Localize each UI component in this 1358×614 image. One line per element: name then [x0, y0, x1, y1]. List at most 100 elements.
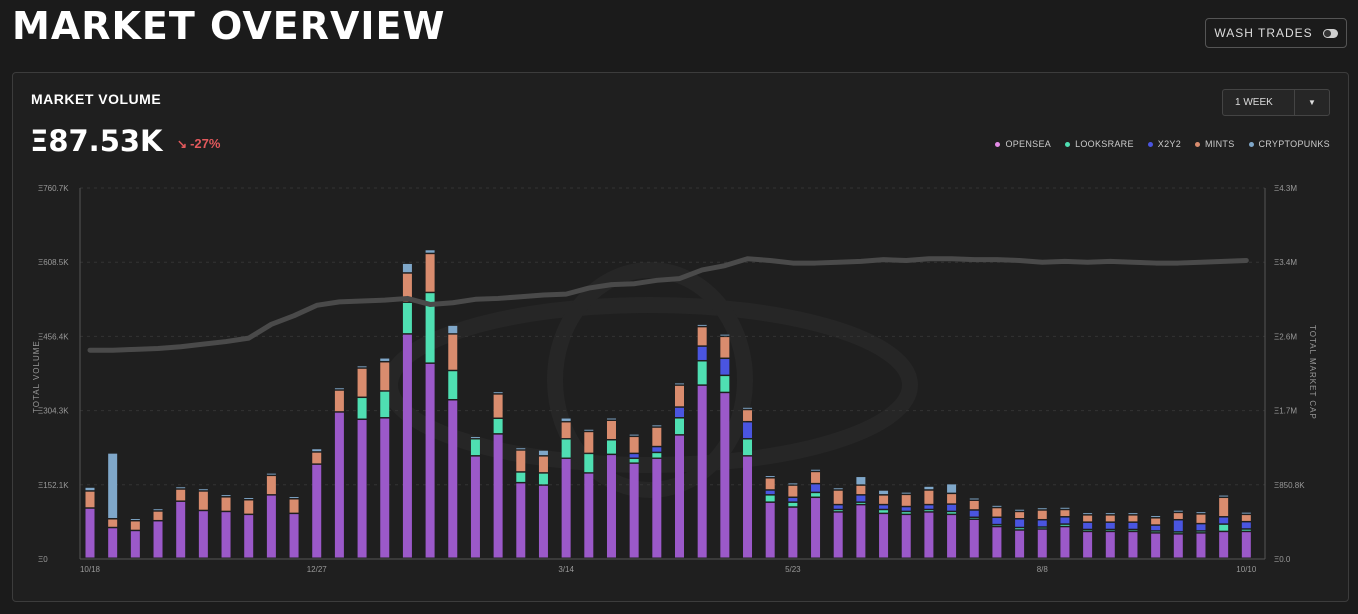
bar-segment-opensea	[334, 412, 344, 558]
bar-segment-looksrare	[493, 419, 503, 434]
bar-segment-opensea	[1015, 530, 1025, 558]
legend-item-x2y2[interactable]: X2Y2	[1147, 139, 1181, 149]
bar-segment-opensea	[266, 495, 276, 558]
y-tick-label: Ξ608.5K	[38, 258, 69, 267]
bar-segment-mints	[856, 485, 866, 495]
bar-segment-cryptopunks	[765, 476, 775, 478]
bar-segment-opensea	[1060, 527, 1070, 558]
bar-segment-mints	[1105, 515, 1115, 522]
bar-segment-opensea	[697, 385, 707, 558]
chevron-down-icon[interactable]: ▼	[1294, 90, 1329, 115]
bar-segment-cryptopunks	[425, 250, 435, 253]
bar-segment-looksrare	[720, 376, 730, 392]
bar-segment-mints	[108, 519, 118, 527]
legend-item-opensea[interactable]: OPENSEA	[995, 139, 1051, 149]
bar-segment-x2y2	[969, 510, 979, 517]
bar-segment-mints	[788, 485, 798, 497]
bar-segment-opensea	[811, 498, 821, 558]
bar-segment-looksrare	[879, 510, 889, 513]
bar-segment-mints	[743, 410, 753, 421]
bar-segment-cryptopunks	[629, 434, 639, 436]
bar-segment-looksrare	[1241, 529, 1251, 531]
bar-segment-cryptopunks	[924, 486, 934, 490]
bar-segment-looksrare	[425, 293, 435, 363]
time-range-select[interactable]: 1 WEEK ▼	[1222, 89, 1330, 116]
wash-trades-toggle[interactable]: WASH TRADES	[1205, 18, 1347, 48]
bar-segment-cryptopunks	[1083, 513, 1093, 515]
bar-segment-mints	[697, 327, 707, 346]
x-tick-label: 5/23	[785, 565, 801, 574]
bar-segment-cryptopunks	[584, 429, 594, 431]
bar-segment-cryptopunks	[811, 469, 821, 471]
bar-segment-cryptopunks	[652, 425, 662, 427]
bar-segment-cryptopunks	[833, 488, 843, 490]
bar-segment-mints	[312, 452, 322, 464]
bar-segment-looksrare	[652, 453, 662, 458]
bar-segment-x2y2	[743, 422, 753, 439]
y-tick-label: Ξ760.7K	[38, 184, 69, 193]
trend-down-icon: ↘	[177, 137, 188, 151]
bar-segment-looksrare	[470, 439, 480, 456]
bar-segment-mints	[380, 362, 390, 391]
bar-segment-opensea	[743, 456, 753, 558]
bar-segment-mints	[969, 500, 979, 510]
bar-segment-opensea	[720, 393, 730, 558]
bar-segment-mints	[879, 495, 889, 504]
bar-segment-mints	[1219, 498, 1229, 517]
bar-segment-opensea	[584, 473, 594, 558]
bar-segment-looksrare	[833, 510, 843, 512]
bar-segment-mints	[244, 500, 254, 514]
toggle-switch-icon[interactable]	[1322, 28, 1338, 38]
legend-item-cryptopunks[interactable]: CRYPTOPUNKS	[1248, 139, 1331, 149]
legend-label: OPENSEA	[1005, 139, 1052, 149]
bar-segment-opensea	[402, 334, 412, 558]
bar-segment-x2y2	[1196, 524, 1206, 531]
bar-segment-cryptopunks	[947, 484, 957, 493]
legend-item-looksrare[interactable]: LOOKSRARE	[1065, 139, 1134, 149]
bar-segment-mints	[1083, 515, 1093, 522]
bar-segment-cryptopunks	[470, 437, 480, 439]
bar-segment-cryptopunks	[561, 418, 571, 421]
bar-segment-mints	[448, 334, 458, 370]
bar-segment-opensea	[221, 512, 231, 558]
bar-segment-looksrare	[765, 495, 775, 502]
bar-segment-cryptopunks	[516, 448, 526, 450]
bar-segment-x2y2	[879, 505, 889, 509]
bar-segment-cryptopunks	[697, 324, 707, 326]
bar-segment-looksrare	[606, 440, 616, 454]
bar-segment-opensea	[538, 485, 548, 558]
legend-item-mints[interactable]: MINTS	[1195, 139, 1235, 149]
bar-segment-opensea	[1173, 534, 1183, 558]
legend-label: MINTS	[1205, 139, 1235, 149]
bar-segment-looksrare	[561, 439, 571, 458]
bar-segment-x2y2	[1037, 520, 1047, 527]
bar-segment-mints	[85, 491, 95, 508]
y2-tick-label: Ξ1.7M	[1274, 407, 1297, 416]
bar-segment-opensea	[130, 531, 140, 558]
legend-dot-icon	[995, 141, 1001, 147]
y-axis-title: TOTAL VOLUME	[32, 340, 41, 413]
bar-segment-mints	[176, 489, 186, 501]
bar-segment-cryptopunks	[675, 383, 684, 385]
bar-segment-x2y2	[1128, 522, 1138, 529]
bar-segment-cryptopunks	[606, 418, 616, 420]
bar-segment-x2y2	[652, 447, 662, 452]
bar-segment-looksrare	[856, 502, 866, 504]
bar-segment-cryptopunks	[402, 263, 412, 273]
bar-segment-x2y2	[947, 504, 957, 511]
bar-segment-opensea	[470, 456, 480, 558]
bar-segment-cryptopunks	[1037, 508, 1047, 510]
bar-segment-opensea	[675, 435, 684, 558]
bar-segment-cryptopunks	[289, 497, 299, 498]
bar-segment-cryptopunks	[856, 477, 866, 485]
y2-tick-label: Ξ4.3M	[1274, 184, 1297, 193]
bar-segment-cryptopunks	[448, 325, 458, 334]
bar-segment-mints	[1128, 515, 1138, 522]
bar-segment-mints	[1151, 518, 1161, 525]
bar-segment-cryptopunks	[1196, 512, 1206, 514]
bar-segment-cryptopunks	[85, 487, 95, 491]
bar-segment-looksrare	[1015, 528, 1025, 530]
y-tick-label: Ξ152.1K	[38, 481, 69, 490]
bar-segment-looksrare	[811, 493, 821, 497]
